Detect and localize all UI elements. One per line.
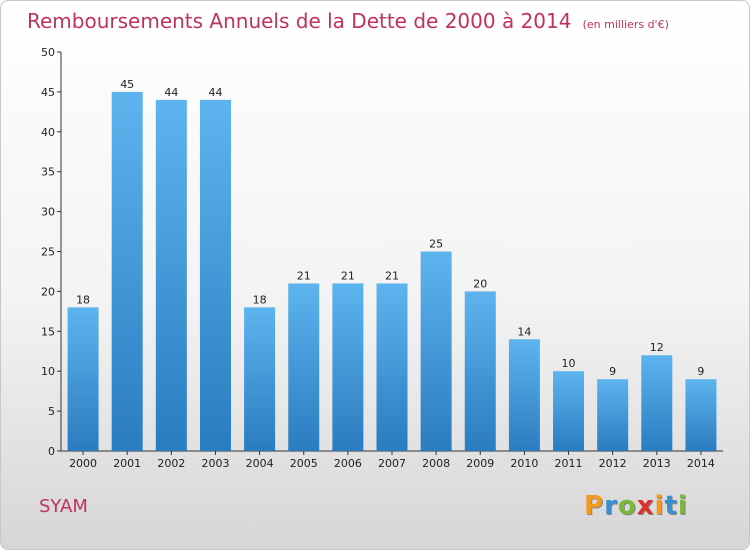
x-tick-label: 2005 <box>290 457 318 470</box>
bar <box>553 371 585 451</box>
chart-subtitle: (en milliers d'€) <box>582 18 669 31</box>
x-tick-label: 2012 <box>599 457 627 470</box>
y-tick-label: 0 <box>48 445 55 458</box>
bar <box>244 307 276 451</box>
bar <box>597 379 629 451</box>
bar <box>155 99 187 451</box>
bar-value-label: 44 <box>164 86 178 99</box>
x-tick-label: 2010 <box>510 457 538 470</box>
y-tick-label: 50 <box>41 46 55 59</box>
logo-letter: o <box>617 491 637 521</box>
y-tick-label: 25 <box>41 246 55 259</box>
x-tick-label: 2006 <box>334 457 362 470</box>
bar-value-label: 9 <box>697 365 704 378</box>
y-tick-label: 15 <box>41 325 55 338</box>
y-tick-label: 30 <box>41 206 55 219</box>
logo-letter: i <box>654 491 665 521</box>
y-tick-label: 20 <box>41 285 55 298</box>
proxiti-logo: Proxiti <box>584 491 688 521</box>
y-tick-label: 40 <box>41 126 55 139</box>
logo-letter: t <box>664 491 678 521</box>
bar <box>111 91 143 452</box>
x-tick-label: 2001 <box>113 457 141 470</box>
x-tick-label: 2000 <box>69 457 97 470</box>
bar-value-label: 21 <box>297 269 311 282</box>
x-tick-label: 2008 <box>422 457 450 470</box>
y-tick-label: 10 <box>41 365 55 378</box>
bar-value-label: 21 <box>385 269 399 282</box>
bar <box>685 379 717 451</box>
logo-letter: r <box>604 491 618 521</box>
bar-value-label: 21 <box>341 269 355 282</box>
chart-title: Remboursements Annuels de la Dette de 20… <box>27 9 572 33</box>
bar <box>508 339 540 451</box>
bar <box>288 283 320 451</box>
bar <box>420 251 452 451</box>
bar <box>199 99 231 451</box>
chart-title-block: Remboursements Annuels de la Dette de 20… <box>27 9 669 33</box>
y-tick-label: 5 <box>48 405 55 418</box>
commune-name: SYAM <box>39 496 88 517</box>
bar <box>464 291 496 451</box>
y-tick-label: 35 <box>41 166 55 179</box>
bar <box>376 283 408 451</box>
bar-value-label: 20 <box>473 277 487 290</box>
x-tick-label: 2011 <box>555 457 583 470</box>
bar-value-label: 45 <box>120 78 134 91</box>
x-tick-label: 2007 <box>378 457 406 470</box>
logo-letter: x <box>636 491 655 521</box>
x-tick-label: 2013 <box>643 457 671 470</box>
bar-value-label: 10 <box>562 357 576 370</box>
x-tick-label: 2004 <box>246 457 274 470</box>
logo-letter: i <box>677 491 688 521</box>
bar-value-label: 25 <box>429 238 443 251</box>
bar <box>67 307 99 451</box>
x-tick-label: 2014 <box>687 457 715 470</box>
logo-letter: P <box>584 491 605 521</box>
x-tick-label: 2002 <box>157 457 185 470</box>
bar <box>332 283 364 451</box>
bar-value-label: 18 <box>76 293 90 306</box>
x-tick-label: 2009 <box>466 457 494 470</box>
bar-value-label: 44 <box>208 86 222 99</box>
y-tick-label: 45 <box>41 86 55 99</box>
bar-value-label: 9 <box>609 365 616 378</box>
bar-value-label: 18 <box>253 293 267 306</box>
x-tick-label: 2003 <box>201 457 229 470</box>
bar-value-label: 12 <box>650 341 664 354</box>
bar <box>641 355 673 451</box>
bar-value-label: 14 <box>517 325 531 338</box>
